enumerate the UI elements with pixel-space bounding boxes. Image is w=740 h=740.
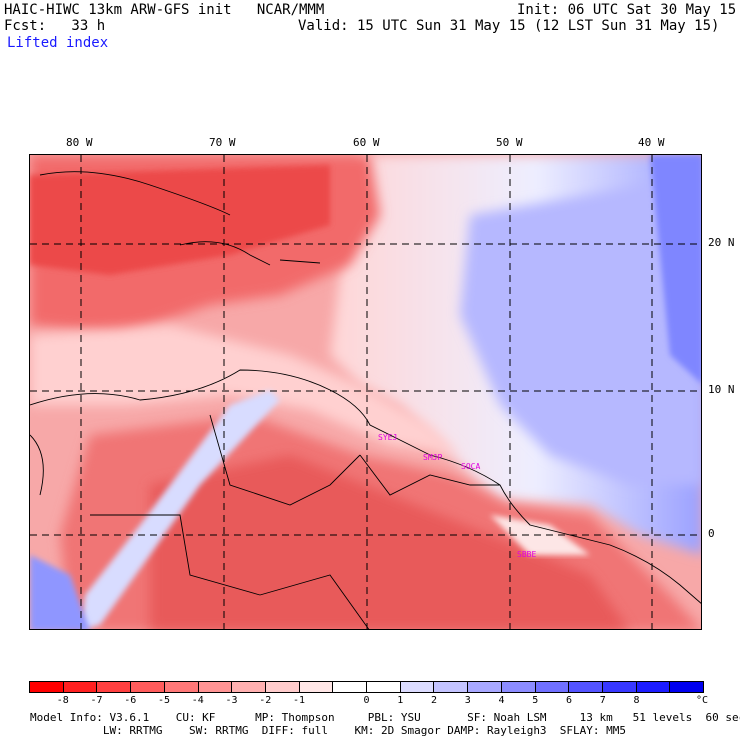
coastline-cuba [39, 171, 231, 216]
coastline-hispaniola [179, 241, 271, 266]
colorbar-tick-label: 7 [599, 695, 606, 706]
colorbar-tick-label: -3 [225, 695, 238, 706]
colorbar-swatch [232, 682, 266, 692]
lon-label-50w: 50 W [496, 136, 523, 149]
colorbar-swatch [97, 682, 132, 692]
colorbar-tick-label: -5 [157, 695, 171, 706]
init-time: Init: 06 UTC Sat 30 May 15 [517, 2, 737, 18]
colorbar-tick-label: 2 [430, 695, 438, 706]
lat-label-10n: 10 N [708, 383, 735, 396]
lon-label-60w: 60 W [353, 136, 380, 149]
border-brazil [359, 454, 500, 496]
colorbar-swatch [198, 682, 233, 692]
colorbar-tick-label: 0 [363, 695, 370, 706]
colorbar-swatch [63, 682, 98, 692]
colorbar-swatch [400, 682, 435, 692]
forecast-hour: Fcst: 33 h [4, 18, 106, 34]
unstable-caribbean-region [30, 165, 330, 275]
border-venezuela [209, 414, 361, 506]
colorbar-tick-label: -1 [292, 695, 306, 706]
colorbar-swatch [501, 682, 536, 692]
lifted-index-map: SYEJ SMJP SOCA SBBE [29, 154, 702, 630]
colorbar-tick-label: -7 [90, 695, 103, 706]
colorbar-tick-label: 4 [498, 695, 505, 706]
lon-label-80w: 80 W [66, 136, 93, 149]
colorbar-swatch [670, 682, 704, 692]
station-syej: SYEJ [378, 433, 398, 442]
colorbar-swatch [636, 682, 671, 692]
colorbar-swatch [265, 682, 300, 692]
border-bolivia [259, 574, 370, 629]
colorbar-tick-label: -2 [259, 695, 272, 706]
colorbar-swatch [131, 682, 165, 692]
colorbar-swatch [535, 682, 570, 692]
lon-label-70w: 70 W [209, 136, 236, 149]
valid-time: Valid: 15 UTC Sun 31 May 15 (12 LST Sun … [298, 18, 720, 34]
field-name: Lifted index [7, 35, 109, 51]
colorbar-swatch [569, 682, 603, 692]
footer-model-info-line2: LW: RRTMG SW: RRTMG DIFF: full KM: 2D Sm… [30, 724, 627, 737]
colorbar-swatch [164, 682, 199, 692]
model-title: HAIC-HIWC 13km ARW-GFS init NCAR/MMM [4, 2, 325, 18]
colorbar-swatch [468, 682, 502, 692]
coastline-puerto-rico [279, 259, 321, 264]
lat-label-20n: 20 N [708, 236, 735, 249]
footer-model-info-line1: Model Info: V3.6.1 CU: KF MP: Thompson P… [30, 711, 740, 724]
lon-label-40w: 40 W [638, 136, 665, 149]
lat-label-0: 0 [708, 527, 715, 540]
colorbar-swatch [434, 682, 469, 692]
colorbar-tick-label: 1 [397, 695, 404, 706]
stable-pacific-corner [30, 555, 90, 629]
colorbar [29, 681, 704, 693]
colorbar-tick-label: 5 [532, 695, 539, 706]
stable-core-region [460, 175, 701, 485]
colorbar-swatch [367, 682, 401, 692]
colorbar-tick-label: 6 [565, 695, 573, 706]
colorbar-tick-label: -4 [191, 695, 204, 706]
colorbar-tick-label: 8 [633, 695, 640, 706]
colorbar-tick-label: -8 [56, 695, 69, 706]
stable-andes-strip [80, 390, 280, 629]
neutral-band [30, 325, 460, 455]
colorbar-swatch [299, 682, 334, 692]
colorbar-tick-label: -6 [124, 695, 137, 706]
colorbar-swatch [333, 682, 368, 692]
colorbar-swatch [602, 682, 637, 692]
border-peru [90, 514, 261, 596]
station-sbbe: SBBE [517, 550, 537, 559]
colorbar-swatch [30, 682, 64, 692]
coastline-south-america [30, 369, 701, 604]
coastline-central-america [30, 434, 44, 496]
station-smjp: SMJP [423, 453, 443, 462]
stable-edge-region [650, 155, 701, 384]
colorbar-unit: °C [695, 695, 709, 706]
station-soca: SOCA [461, 462, 481, 471]
colorbar-tick-label: 3 [464, 695, 471, 706]
